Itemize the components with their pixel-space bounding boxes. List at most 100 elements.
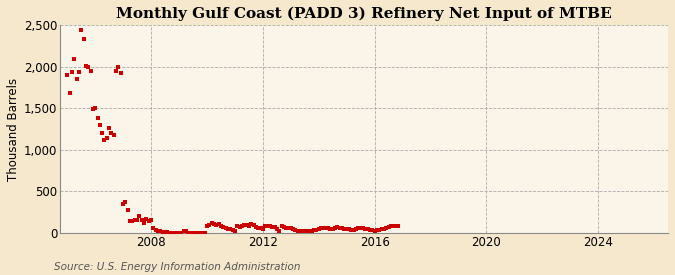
Point: [138, 221, 149, 225]
Point: [207, 221, 217, 225]
Point: [332, 225, 343, 229]
Point: [74, 70, 84, 74]
Point: [211, 223, 221, 227]
Point: [122, 208, 133, 212]
Point: [318, 226, 329, 230]
Point: [355, 226, 366, 230]
Point: [327, 227, 338, 232]
Point: [281, 226, 292, 230]
Point: [230, 228, 240, 233]
Point: [104, 126, 115, 131]
Point: [239, 223, 250, 227]
Point: [271, 227, 282, 231]
Point: [286, 226, 296, 230]
Point: [146, 218, 157, 222]
Point: [265, 223, 275, 228]
Point: [311, 227, 322, 232]
Point: [367, 228, 378, 232]
Point: [244, 223, 254, 228]
Point: [143, 219, 154, 224]
Point: [374, 227, 385, 232]
Point: [178, 229, 189, 233]
Point: [260, 224, 271, 229]
Point: [262, 224, 273, 228]
Point: [181, 229, 192, 233]
Point: [276, 224, 287, 229]
Point: [241, 222, 252, 227]
Point: [188, 230, 198, 235]
Point: [278, 225, 289, 229]
Point: [353, 226, 364, 231]
Point: [313, 227, 324, 231]
Point: [215, 224, 226, 229]
Point: [213, 222, 224, 226]
Title: Monthly Gulf Coast (PADD 3) Refinery Net Input of MTBE: Monthly Gulf Coast (PADD 3) Refinery Net…: [116, 7, 612, 21]
Point: [134, 214, 145, 219]
Point: [269, 225, 280, 229]
Point: [297, 229, 308, 233]
Point: [236, 224, 247, 229]
Point: [255, 226, 266, 231]
Point: [371, 228, 382, 232]
Point: [85, 69, 96, 73]
Point: [197, 230, 208, 235]
Point: [234, 225, 245, 229]
Point: [232, 224, 242, 229]
Point: [153, 228, 163, 233]
Point: [393, 224, 404, 228]
Point: [92, 116, 103, 120]
Point: [358, 226, 369, 230]
Point: [117, 202, 128, 206]
Point: [157, 230, 168, 234]
Point: [381, 226, 392, 230]
Point: [111, 69, 122, 73]
Point: [155, 229, 166, 233]
Point: [388, 224, 399, 228]
Point: [64, 91, 75, 96]
Point: [223, 227, 234, 231]
Point: [248, 223, 259, 227]
Point: [120, 200, 131, 205]
Point: [390, 223, 401, 228]
Point: [339, 227, 350, 231]
Point: [90, 106, 101, 111]
Point: [253, 226, 264, 230]
Point: [209, 222, 219, 226]
Point: [78, 37, 89, 42]
Point: [130, 218, 140, 222]
Point: [225, 227, 236, 231]
Point: [364, 227, 375, 232]
Point: [151, 227, 161, 232]
Point: [218, 225, 229, 229]
Point: [113, 65, 124, 69]
Point: [290, 227, 301, 232]
Point: [267, 225, 277, 229]
Point: [71, 77, 82, 81]
Point: [348, 227, 359, 232]
Point: [141, 217, 152, 221]
Point: [337, 226, 348, 231]
Point: [88, 107, 99, 111]
Point: [383, 225, 394, 229]
Point: [246, 222, 256, 226]
Point: [62, 73, 73, 77]
Point: [257, 227, 268, 231]
Point: [194, 230, 205, 235]
Point: [169, 230, 180, 235]
Point: [329, 226, 340, 230]
Point: [76, 28, 86, 32]
Point: [160, 230, 171, 234]
Point: [304, 229, 315, 233]
Point: [288, 227, 298, 231]
Point: [302, 229, 313, 233]
Point: [325, 227, 335, 231]
Point: [83, 65, 94, 69]
Point: [308, 228, 319, 232]
Point: [250, 225, 261, 229]
Text: Source: U.S. Energy Information Administration: Source: U.S. Energy Information Administ…: [54, 262, 300, 272]
Point: [334, 226, 345, 230]
Point: [295, 229, 306, 233]
Point: [185, 230, 196, 235]
Point: [190, 230, 200, 235]
Point: [136, 218, 147, 222]
